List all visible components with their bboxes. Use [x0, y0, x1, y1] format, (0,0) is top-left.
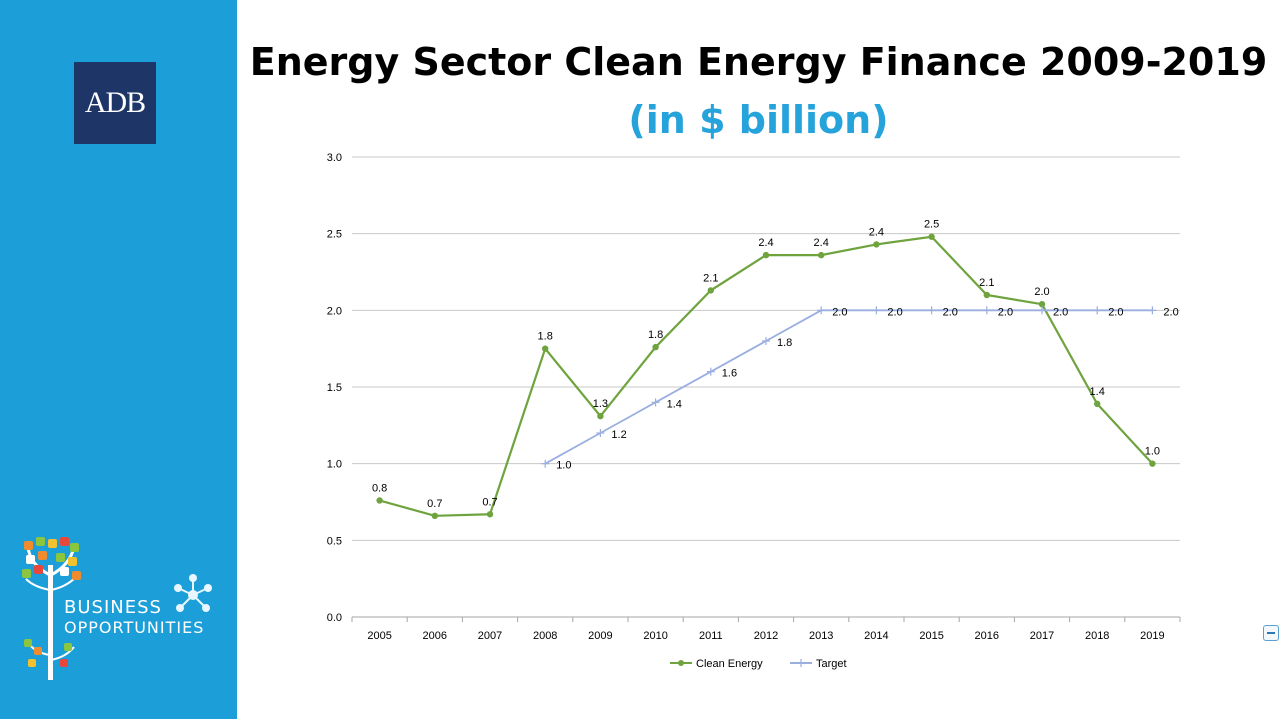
clean-energy-data-label: 1.8 — [648, 329, 663, 341]
clean-energy-point — [1149, 460, 1156, 467]
target-data-label: 1.6 — [722, 368, 737, 380]
y-tick-label: 1.0 — [327, 459, 342, 471]
clean-energy-data-label: 0.7 — [427, 498, 442, 510]
clean-energy-line — [379, 235, 1154, 517]
x-tick-label: 2013 — [809, 630, 833, 642]
clean-energy-point — [376, 497, 383, 504]
tagline-line2: OPPORTUNITIES — [64, 618, 205, 637]
y-tick-label: 0.0 — [327, 612, 342, 624]
tree-icon — [22, 537, 81, 680]
target-data-label: 1.8 — [777, 337, 792, 349]
clean-energy-point — [652, 343, 659, 351]
clean-energy-point — [1038, 301, 1046, 308]
clean-energy-point — [542, 345, 549, 352]
adb-logo: ADB — [74, 62, 156, 144]
x-tick-label: 2019 — [1140, 630, 1164, 642]
clean-energy-data-label: 2.0 — [1034, 286, 1049, 298]
clean-energy-point — [431, 512, 438, 519]
x-tick-label: 2015 — [919, 630, 943, 642]
clean-energy-point — [486, 511, 494, 518]
line-chart: 0.0 0.5 1.0 1.5 2.0 2.5 3.0 2005 2006 2007 2008 200… — [327, 152, 1181, 670]
x-tick-label: 2011 — [699, 630, 723, 642]
y-tick-label: 2.5 — [327, 229, 342, 241]
legend-target-label: Target — [816, 658, 847, 670]
clean-energy-data-label: 0.7 — [482, 496, 497, 508]
clean-energy-data-label: 2.4 — [869, 226, 884, 238]
clean-energy-point — [597, 412, 604, 420]
clean-energy-point — [707, 287, 714, 294]
target-data-label: 2.0 — [887, 306, 902, 318]
sidebar: ADB — [0, 0, 237, 719]
clean-energy-data-label: 2.1 — [979, 277, 994, 289]
legend-clean-energy-marker — [678, 660, 684, 666]
x-tick-label: 2008 — [533, 630, 557, 642]
y-tick-label: 3.0 — [327, 152, 342, 164]
clean-energy-point — [983, 291, 990, 299]
target-data-label: 2.0 — [998, 306, 1013, 318]
y-tick-label: 1.5 — [327, 382, 342, 394]
clean-energy-point — [1094, 400, 1101, 408]
target-data-label: 2.0 — [1163, 306, 1178, 318]
x-tick-label: 2010 — [643, 630, 667, 642]
clean-energy-data-label: 2.4 — [758, 237, 773, 249]
clean-energy-point — [873, 241, 880, 248]
business-opportunities-text: BUSINESS OPPORTUNITIES — [64, 598, 204, 638]
target-data-label: 1.0 — [556, 460, 571, 472]
target-data-label: 1.4 — [667, 398, 682, 410]
clean-energy-point — [762, 251, 770, 259]
target-data-label: 2.0 — [1108, 306, 1123, 318]
x-tick-label: 2012 — [754, 630, 778, 642]
network-icon — [174, 574, 212, 612]
x-tick-label: 2017 — [1030, 630, 1054, 642]
clean-energy-data-label: 2.4 — [814, 237, 829, 249]
x-tick-label: 2016 — [975, 630, 999, 642]
clean-energy-data-label: 2.5 — [924, 219, 939, 231]
navigation-icon[interactable] — [1263, 625, 1279, 641]
clean-energy-point — [818, 251, 825, 259]
x-tick-label: 2014 — [864, 630, 888, 642]
clean-energy-data-label: 1.8 — [538, 331, 553, 343]
x-tick-label: 2009 — [588, 630, 612, 642]
target-data-label: 2.0 — [943, 306, 958, 318]
x-tick-label: 2007 — [478, 630, 502, 642]
logo-text: ADB — [84, 86, 146, 119]
legend-clean-energy-label: Clean Energy — [696, 658, 763, 670]
target-data-label: 2.0 — [1053, 306, 1068, 318]
y-tick-label: 2.0 — [327, 305, 342, 317]
slide-title: Energy Sector Clean Energy Finance 2009-… — [249, 40, 1268, 84]
y-tick-label: 0.5 — [327, 535, 342, 547]
target-data-label: 1.2 — [611, 429, 626, 441]
clean-energy-data-label: 1.0 — [1145, 446, 1160, 458]
x-tick-label: 2006 — [423, 630, 447, 642]
x-tick-label: 2018 — [1085, 630, 1109, 642]
clean-energy-data-label: 1.4 — [1090, 386, 1105, 398]
clean-energy-data-label: 2.1 — [703, 272, 718, 284]
x-tick-label: 2005 — [367, 630, 391, 642]
tagline-line1: BUSINESS — [64, 597, 162, 618]
clean-energy-point — [928, 233, 935, 240]
clean-energy-data-label: 1.3 — [593, 398, 608, 410]
slide-subtitle: (in $ billion) — [628, 98, 889, 142]
target-data-label: 2.0 — [832, 306, 847, 318]
target-line — [544, 309, 1153, 465]
clean-energy-data-label: 0.8 — [372, 482, 387, 494]
